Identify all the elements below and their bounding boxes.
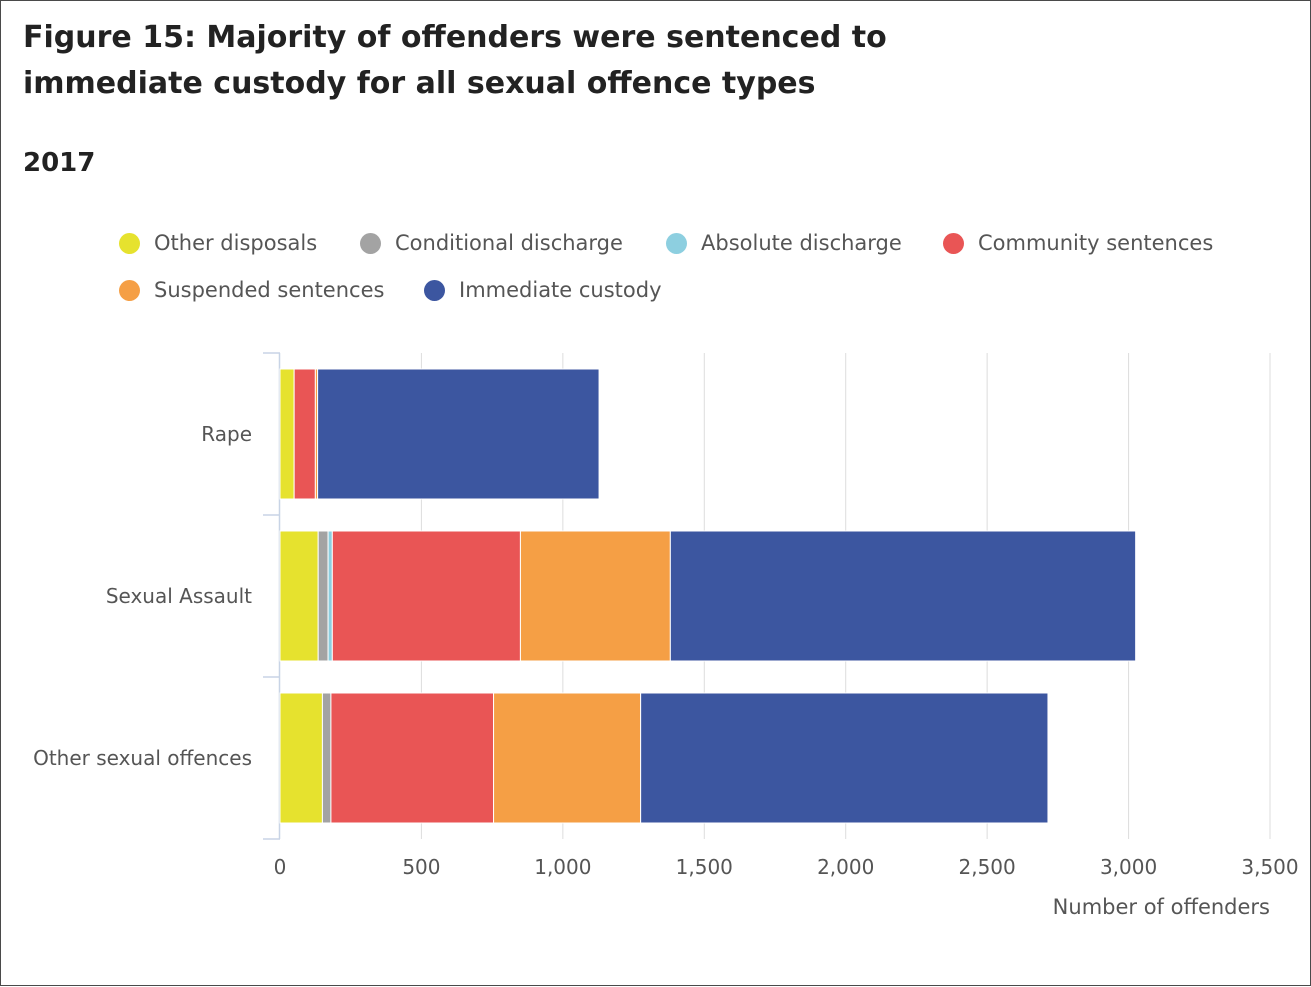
bar-sexual-assault-community-sentences: Sexual Assault — Community sentences: 66… bbox=[331, 530, 521, 662]
legend-swatch-community-sentences bbox=[943, 232, 964, 254]
legend-label-other-disposals: Other disposals bbox=[154, 231, 318, 255]
bar-other-sexual-offences-suspended-sentences: Other sexual offences — Suspended senten… bbox=[493, 692, 642, 824]
legend-item-community-sentences[interactable]: Community sentences bbox=[943, 228, 1213, 258]
x-tick-label-1500: 1,500 bbox=[676, 855, 733, 879]
legend-swatch-absolute-discharge bbox=[666, 232, 687, 254]
legend-item-suspended-sentences[interactable]: Suspended sentences bbox=[119, 275, 384, 305]
legend-swatch-conditional-discharge bbox=[360, 232, 381, 254]
legend-swatch-other-disposals bbox=[119, 232, 140, 254]
legend-swatch-immediate-custody bbox=[424, 279, 445, 301]
bar-other-sexual-offences-community-sentences: Other sexual offences — Community senten… bbox=[330, 692, 495, 824]
bar-sexual-assault-immediate-custody: Sexual Assault — Immediate custody: 1645 bbox=[669, 530, 1137, 662]
legend-item-other-disposals[interactable]: Other disposals bbox=[119, 228, 317, 258]
x-axis-label: Number of offenders bbox=[1053, 895, 1270, 919]
bar-other-sexual-offences-other-disposals: Other sexual offences — Other disposals:… bbox=[279, 692, 323, 824]
bar-rape-other-disposals: Rape — Other disposals: 50 bbox=[279, 368, 295, 500]
x-tick-label-0: 0 bbox=[274, 855, 287, 879]
bar-rape-immediate-custody: Rape — Immediate custody: 995 bbox=[317, 368, 600, 500]
category-label-rape: Rape bbox=[201, 422, 252, 446]
x-tick-label-2500: 2,500 bbox=[959, 855, 1016, 879]
x-tick-label-3000: 3,000 bbox=[1100, 855, 1157, 879]
x-tick-label-500: 500 bbox=[402, 855, 440, 879]
legend-item-absolute-discharge[interactable]: Absolute discharge bbox=[666, 228, 902, 258]
category-label-sexual-assault: Sexual Assault bbox=[106, 584, 252, 608]
x-tick-label-1000: 1,000 bbox=[534, 855, 591, 879]
x-tick-label-2000: 2,000 bbox=[817, 855, 874, 879]
legend-label-absolute-discharge: Absolute discharge bbox=[701, 231, 902, 255]
bar-sexual-assault-absolute-discharge: Sexual Assault — Absolute discharge: 15 bbox=[327, 530, 333, 662]
bar-other-sexual-offences-immediate-custody: Other sexual offences — Immediate custod… bbox=[640, 692, 1049, 824]
bar-sexual-assault-other-disposals: Sexual Assault — Other disposals: 135 bbox=[279, 530, 319, 662]
legend-item-immediate-custody[interactable]: Immediate custody bbox=[424, 275, 662, 305]
legend-swatch-suspended-sentences bbox=[119, 279, 140, 301]
bar-sexual-assault-suspended-sentences: Sexual Assault — Suspended sentences: 53… bbox=[519, 530, 671, 662]
legend-label-conditional-discharge: Conditional discharge bbox=[395, 231, 623, 255]
bar-rape-community-sentences: Rape — Community sentences: 75 bbox=[293, 368, 316, 500]
chart-title: Figure 15: Majority of offenders were se… bbox=[23, 20, 887, 101]
bar-sexual-assault-conditional-discharge: Sexual Assault — Conditional discharge: … bbox=[317, 530, 329, 662]
chart-subtitle: 2017 bbox=[23, 148, 96, 178]
legend-label-community-sentences: Community sentences bbox=[978, 231, 1214, 255]
x-tick-label-3500: 3,500 bbox=[1241, 855, 1298, 879]
legend-label-immediate-custody: Immediate custody bbox=[459, 278, 662, 302]
legend-label-suspended-sentences: Suspended sentences bbox=[154, 278, 385, 302]
legend-item-conditional-discharge[interactable]: Conditional discharge bbox=[360, 228, 623, 258]
bar-other-sexual-offences-conditional-discharge: Other sexual offences — Conditional disc… bbox=[321, 692, 332, 824]
category-label-other-sexual-offences: Other sexual offences bbox=[33, 746, 252, 770]
